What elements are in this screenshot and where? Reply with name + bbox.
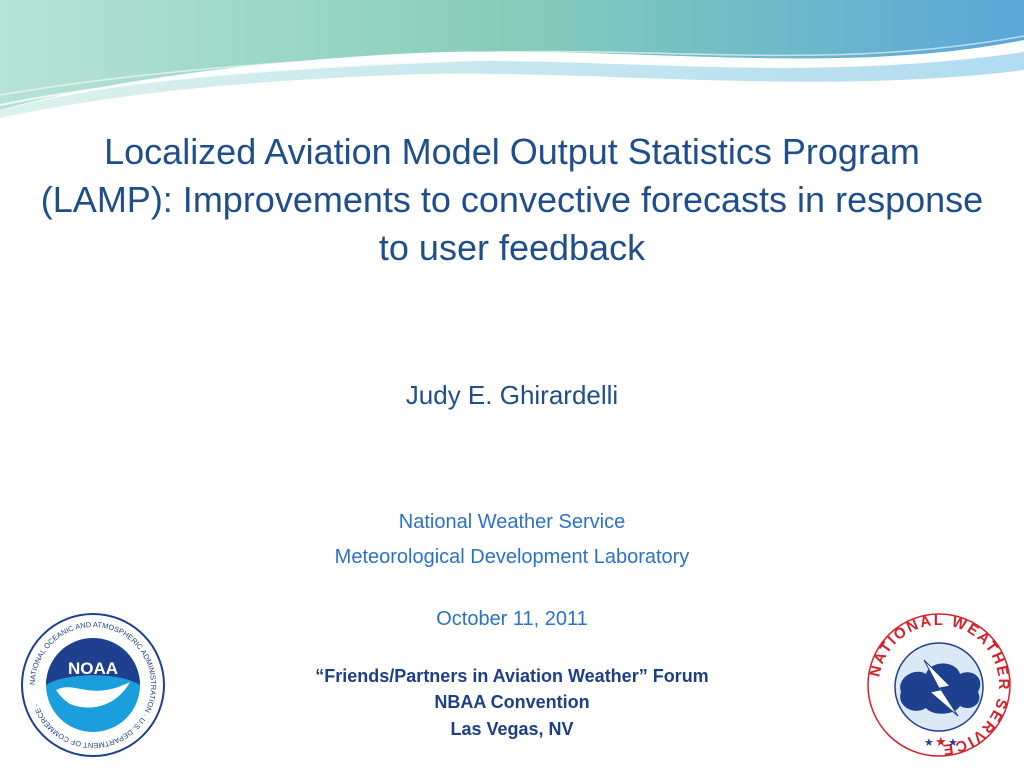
svg-text:★: ★ — [924, 736, 934, 749]
laboratory-name: Meteorological Development Laboratory — [334, 546, 690, 568]
noaa-center-text: NOAA — [68, 659, 118, 678]
nws-logo-icon: NATIONAL WEATHER SERVICE ★ ★ ★ — [866, 612, 1011, 758]
header-wave-decoration — [0, 0, 1024, 118]
presentation-date: October 11, 2011 — [436, 608, 588, 630]
organization-name: National Weather Service — [398, 511, 626, 533]
noaa-logo-icon: NATIONAL OCEANIC AND ATMOSPHERIC ADMINIS… — [21, 613, 165, 757]
event-title: “Friends/Partners in Aviation Weather” F… — [315, 666, 709, 686]
event-location: Las Vegas, NV — [450, 719, 574, 739]
event-convention: NBAA Convention — [434, 692, 590, 712]
author-name: Judy E. Ghirardelli — [405, 380, 619, 410]
svg-text:★: ★ — [948, 736, 958, 749]
slide-title: Localized Aviation Model Output Statisti… — [40, 131, 984, 268]
svg-text:★: ★ — [935, 735, 947, 750]
